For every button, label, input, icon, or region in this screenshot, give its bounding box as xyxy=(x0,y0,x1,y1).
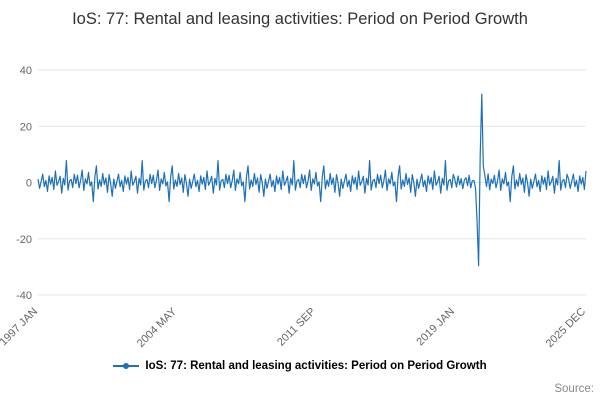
timeseries-chart: 40 20 0 -20 -40 1997 JAN 2004 MAY 2011 SEP 2019 … xyxy=(0,65,588,350)
x-axis-tick-label: 2004 MAY xyxy=(135,305,180,350)
chart-title: IoS: 77: Rental and leasing activities: … xyxy=(72,10,528,28)
y-axis-tick-label: -40 xyxy=(16,290,32,302)
legend-label: IoS: 77: Rental and leasing activities: … xyxy=(145,360,487,372)
legend-item[interactable]: IoS: 77: Rental and leasing activities: … xyxy=(0,360,600,372)
x-axis-tick-label: 2025 DEC xyxy=(544,306,588,350)
y-axis-tick-label: 40 xyxy=(20,65,32,77)
y-axis-tick-label: 0 xyxy=(26,178,32,190)
series-line xyxy=(37,93,587,267)
y-axis-tick-label: 20 xyxy=(20,121,32,133)
legend-line-marker-icon xyxy=(113,363,140,369)
x-axis-tick-label: 1997 JAN xyxy=(0,306,40,349)
y-axis-tick-label: -20 xyxy=(16,234,32,246)
x-axis-tick-label: 2019 JAN xyxy=(414,306,457,349)
x-axis-tick-label: 2011 SEP xyxy=(275,306,318,349)
source-label: Source: xyxy=(554,383,594,395)
